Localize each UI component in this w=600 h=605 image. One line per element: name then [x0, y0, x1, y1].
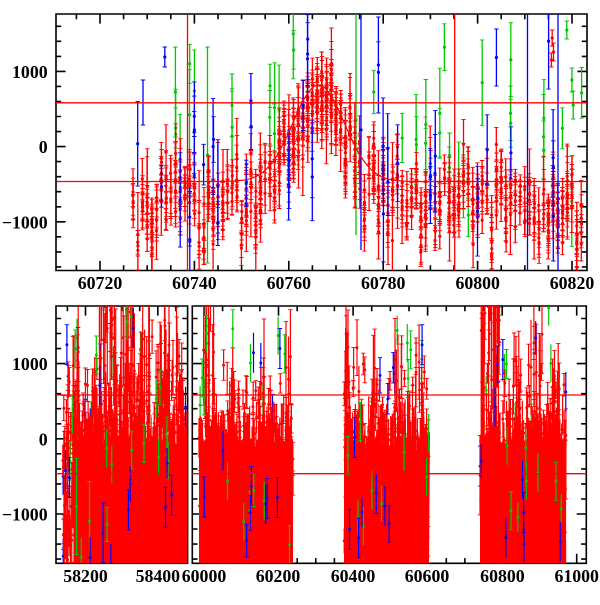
svg-text:1000: 1000: [12, 62, 48, 82]
svg-text:0: 0: [39, 137, 48, 157]
svg-text:61000: 61000: [554, 566, 599, 586]
svg-text:−1000: −1000: [2, 212, 48, 232]
svg-text:60800: 60800: [455, 273, 500, 293]
svg-text:60740: 60740: [172, 273, 217, 293]
svg-text:58400: 58400: [136, 566, 181, 586]
svg-text:60000: 60000: [182, 566, 227, 586]
svg-text:58200: 58200: [63, 566, 108, 586]
svg-text:0: 0: [39, 429, 48, 449]
svg-text:−1000: −1000: [2, 505, 48, 525]
svg-text:60820: 60820: [550, 273, 595, 293]
svg-text:60600: 60600: [405, 566, 450, 586]
svg-text:1000: 1000: [12, 354, 48, 374]
svg-text:60400: 60400: [331, 566, 376, 586]
svg-text:60800: 60800: [480, 566, 525, 586]
svg-text:60780: 60780: [361, 273, 406, 293]
svg-text:60200: 60200: [256, 566, 301, 586]
svg-text:60760: 60760: [267, 273, 312, 293]
svg-text:60720: 60720: [78, 273, 123, 293]
